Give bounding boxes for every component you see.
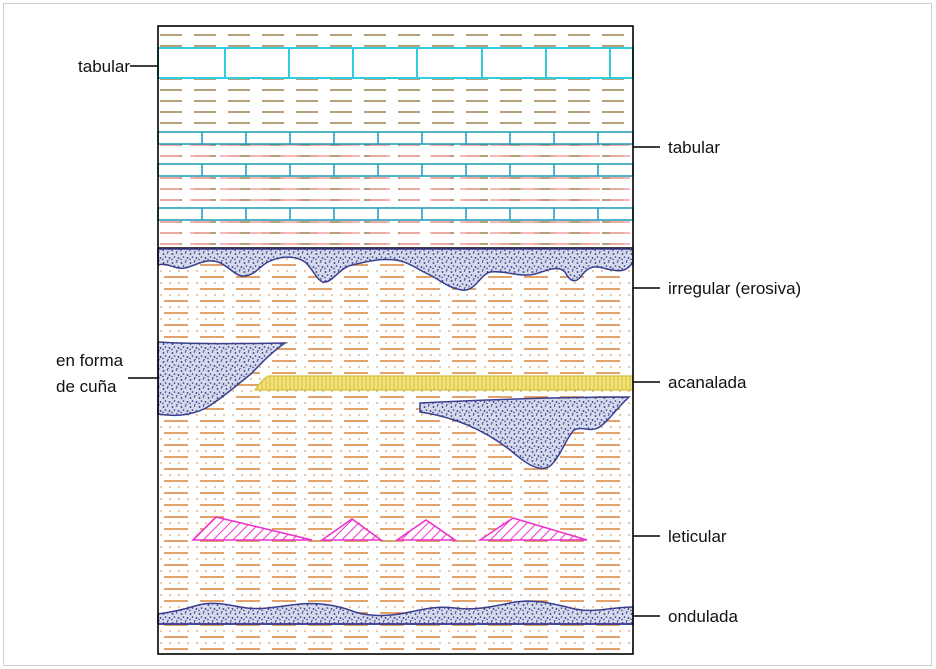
label-tabular-left: tabular xyxy=(78,57,130,76)
irregular-erosive-bed xyxy=(157,248,634,291)
channel-sandstone-body xyxy=(419,396,631,470)
column-border xyxy=(157,25,634,655)
label-wavy: ondulada xyxy=(668,607,739,626)
leader-lines xyxy=(128,65,660,617)
lens-4 xyxy=(477,517,588,541)
label-wedge-line2: de cuña xyxy=(56,377,117,396)
label-lenticular: leticular xyxy=(668,527,727,546)
wavy-bed xyxy=(157,600,634,625)
tabular-bed-thin-2 xyxy=(157,163,634,177)
lens-3 xyxy=(394,519,458,541)
tabular-bed-thin-3 xyxy=(157,207,634,221)
lens-2 xyxy=(319,518,384,541)
tabular-bed-thick xyxy=(157,47,634,79)
pink-claystone-layer xyxy=(158,142,633,248)
lower-siltstone-layer xyxy=(158,250,633,654)
lenticular-lenses xyxy=(191,516,588,541)
label-channel: acanalada xyxy=(668,373,747,392)
image-frame xyxy=(3,3,932,666)
channel-bed xyxy=(253,375,634,391)
label-wedge-line1: en forma xyxy=(56,351,124,370)
lens-1 xyxy=(191,516,313,541)
label-tabular-right: tabular xyxy=(668,138,720,157)
wedge-shaped-bed xyxy=(157,341,288,417)
tabular-bed-thin-1 xyxy=(157,131,634,145)
label-irregular: irregular (erosiva) xyxy=(668,279,801,298)
